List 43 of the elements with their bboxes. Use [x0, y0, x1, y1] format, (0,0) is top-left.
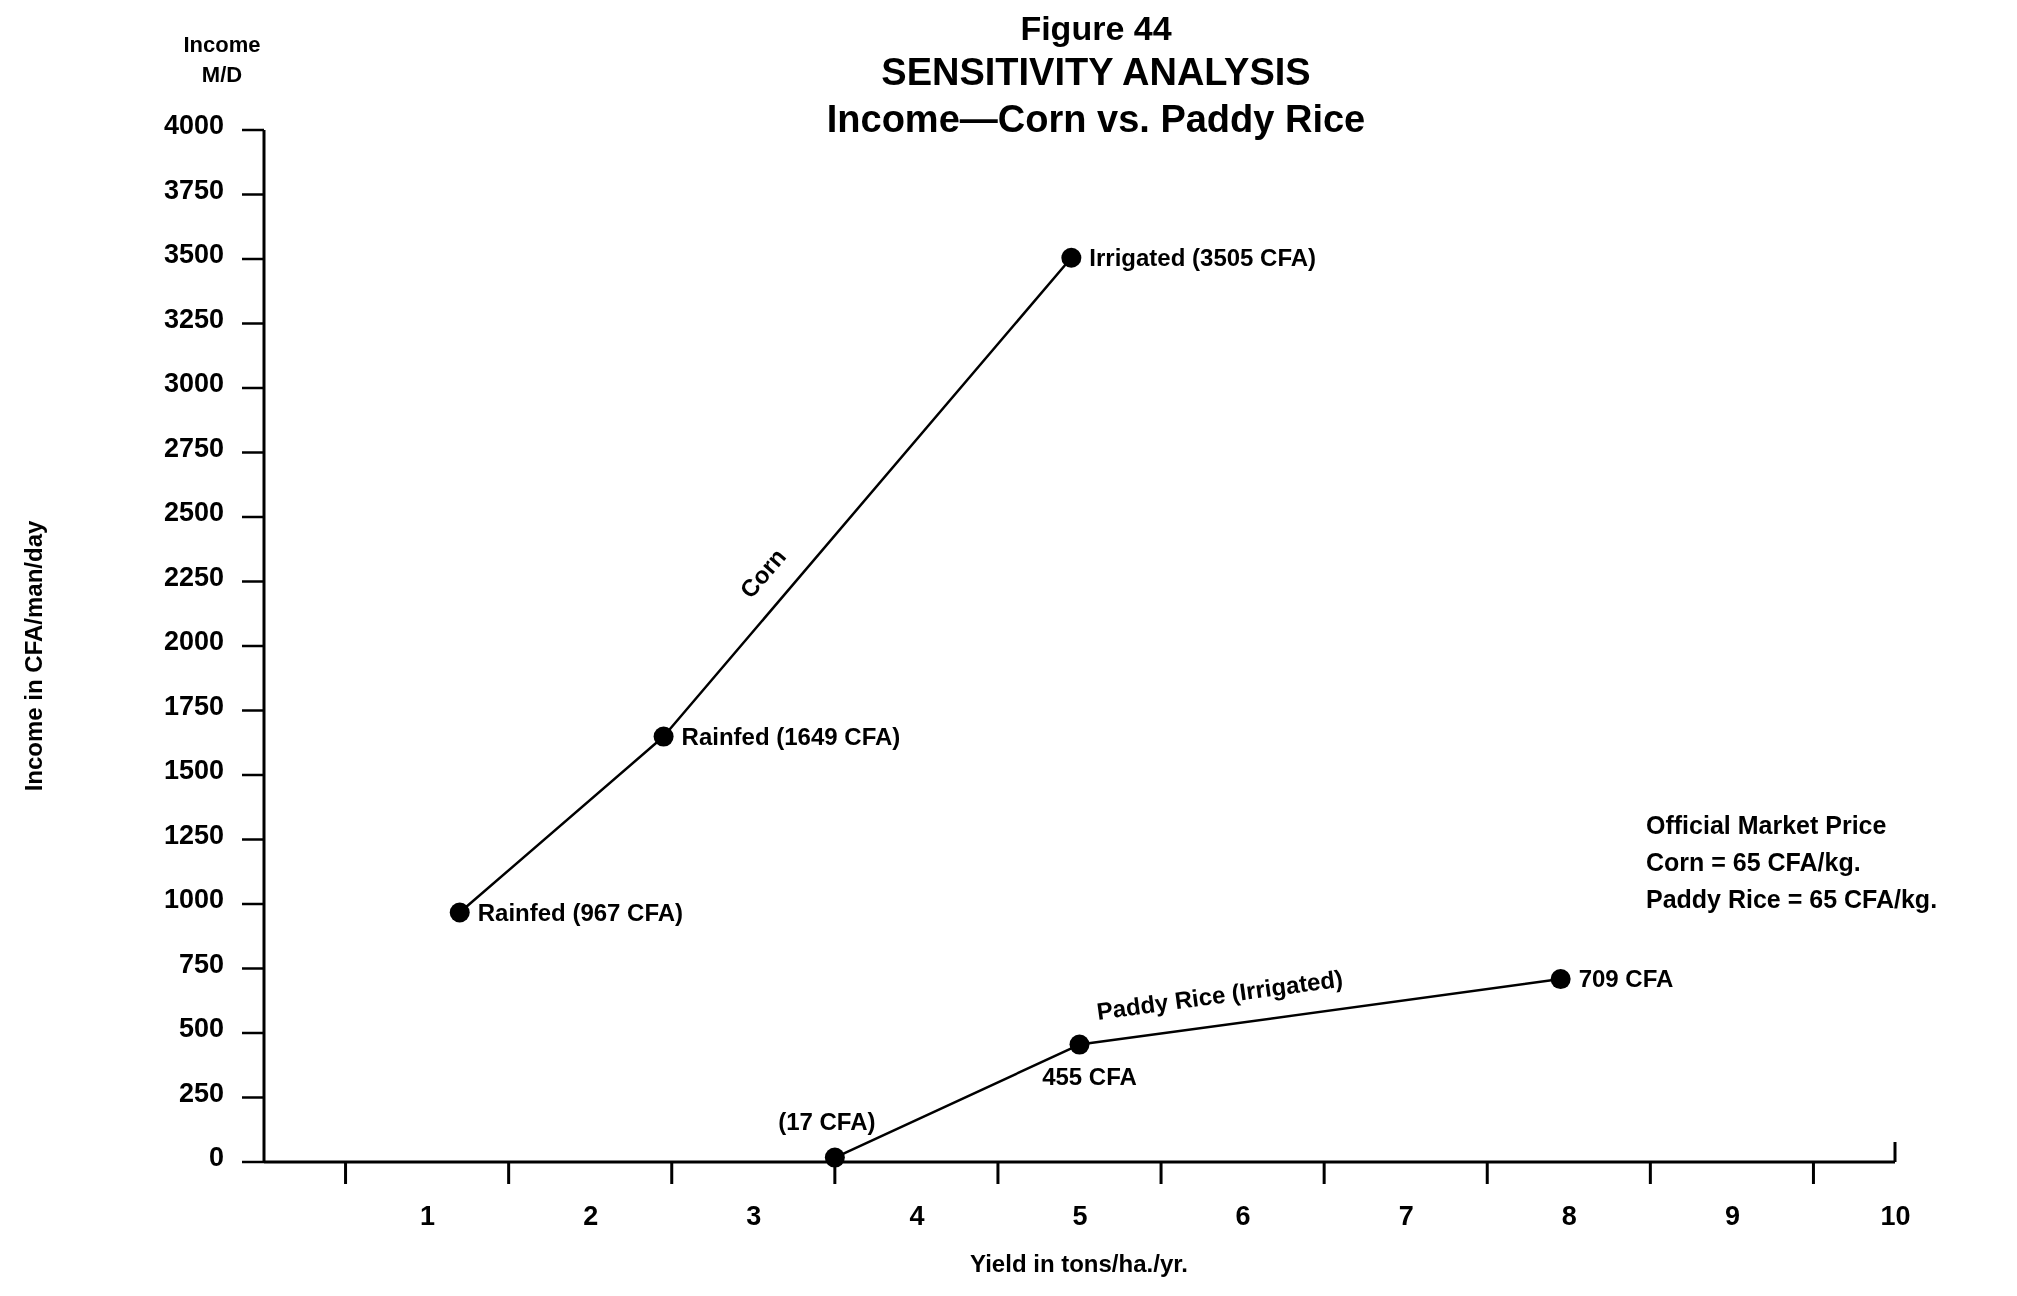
y-tick-label: 2000 [163, 626, 224, 656]
y-tick-label: 1500 [163, 755, 224, 785]
y-tick-label: 1250 [163, 819, 224, 850]
y-axis-title: Income in CFA/man/day [20, 519, 47, 792]
y-tick-label: 2250 [163, 561, 224, 592]
chart-title: SENSITIVITY ANALYSIS [881, 51, 1311, 93]
y-tick-label: 500 [178, 1013, 224, 1043]
y-tick-label: 2750 [163, 432, 224, 463]
x-tick-label: 5 [1072, 1201, 1088, 1232]
x-tick-label: 10 [1880, 1201, 1911, 1232]
caption: Figure 44 [1020, 9, 1172, 47]
x-tick-label: 1 [420, 1201, 436, 1232]
y-tick-label: 0 [208, 1142, 224, 1172]
annotation: Corn = 65 CFA/kg. [1646, 848, 1861, 876]
y-tick-label: 4000 [163, 110, 224, 140]
data-label: Rainfed (967 CFA) [477, 898, 684, 926]
data-label: 709 CFA [1578, 965, 1674, 993]
text: Paddy Rice (Irrigated) [1095, 964, 1345, 1025]
y-tick-label: 1000 [163, 884, 224, 914]
chart-subtitle: Income—Corn vs. Paddy Rice [826, 98, 1366, 140]
y-tick-label: 3750 [163, 174, 224, 205]
x-tick-label: 6 [1235, 1201, 1251, 1232]
text: Income M/D [183, 32, 261, 87]
data-label: Irrigated (3505 CFA) [1089, 243, 1317, 271]
data-label: (17 CFA) [778, 1107, 876, 1135]
x-tick-label: 9 [1724, 1201, 1740, 1232]
x-tick-label: 2 [583, 1201, 599, 1232]
data-label: 455 CFA [1042, 1062, 1137, 1090]
y-tick-label: 3000 [163, 368, 224, 398]
data-label: Rainfed (1649 CFA) [681, 722, 901, 750]
y-tick-label: 3500 [163, 239, 224, 269]
y-tick-label: 3250 [163, 303, 224, 334]
x-tick-label: 4 [909, 1201, 925, 1232]
y-tick-label: 2500 [163, 497, 224, 527]
annotation: Paddy Rice = 65 CFA/kg. [1646, 885, 1938, 913]
x-axis-title: Yield in tons/ha./yr. [970, 1250, 1188, 1277]
y-tick-label: 1750 [163, 690, 224, 721]
y-tick-label: 250 [178, 1077, 224, 1108]
x-tick-label: 3 [746, 1201, 762, 1232]
y-tick-label: 750 [178, 948, 224, 979]
annotation: Official Market Price [1646, 811, 1887, 839]
x-tick-label: 7 [1398, 1201, 1414, 1232]
x-tick-label: 8 [1561, 1201, 1577, 1232]
